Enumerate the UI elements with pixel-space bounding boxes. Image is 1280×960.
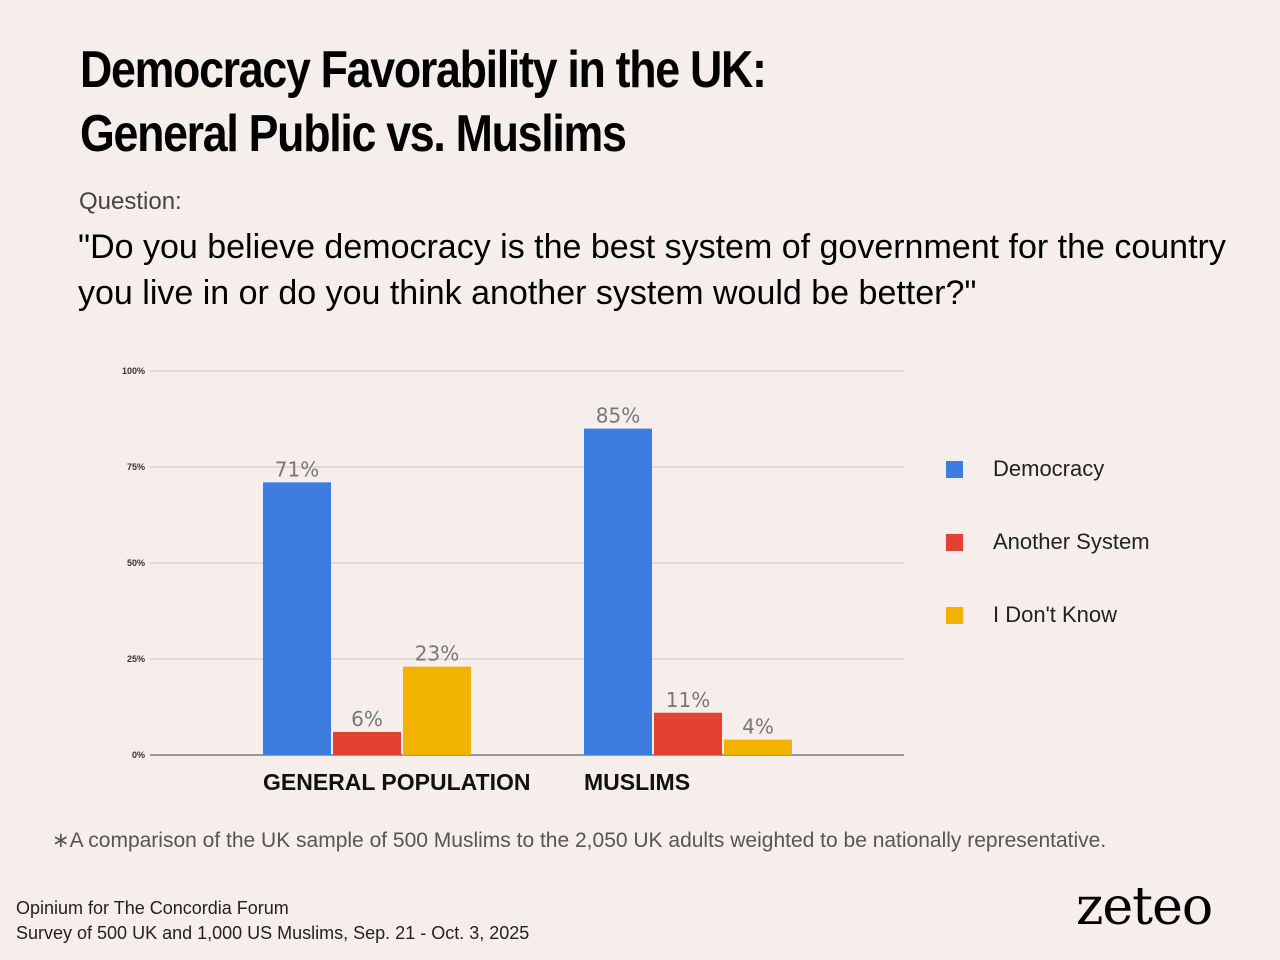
data-label: 6%: [351, 707, 383, 731]
question-text: "Do you believe democracy is the best sy…: [78, 228, 1226, 312]
x-category-label: MUSLIMS: [584, 769, 690, 795]
y-tick-label: 75%: [127, 462, 145, 472]
chart-legend: Democracy Another System I Don't Know: [946, 452, 1150, 671]
legend-item: Democracy: [946, 452, 1150, 525]
y-tick-label: 0%: [132, 750, 145, 760]
title-line-1: Democracy Favorability in the UK:: [80, 41, 767, 99]
source-line-2: Survey of 500 UK and 1,000 US Muslims, S…: [16, 923, 530, 943]
source-credit: Opinium for The Concordia Forum Survey o…: [16, 896, 529, 946]
legend-item: Another System: [946, 525, 1150, 598]
bar-another-system-general-population: [333, 731, 401, 755]
data-label: 4%: [742, 715, 774, 739]
data-label: 23%: [415, 642, 459, 666]
bar-another-system-muslims: [654, 712, 722, 755]
y-tick-label: 25%: [127, 654, 145, 664]
legend-swatch: [946, 607, 963, 624]
bar-i-don-t-know-general-population: [403, 666, 471, 755]
legend-swatch: [946, 461, 963, 478]
bar-democracy-general-population: [263, 482, 331, 755]
legend-label: I Don't Know: [993, 602, 1118, 627]
question-label: Question:: [79, 188, 182, 215]
data-label: 11%: [666, 688, 710, 712]
legend-item: I Don't Know: [946, 598, 1150, 671]
legend-label: Another System: [993, 529, 1150, 554]
bar-democracy-muslims: [584, 428, 652, 755]
zeteo-logo: zeteo: [1076, 877, 1213, 937]
y-tick-label: 100%: [122, 366, 145, 376]
legend-label: Democracy: [993, 456, 1105, 481]
y-tick-label: 50%: [127, 558, 145, 568]
data-label: 71%: [275, 457, 319, 481]
chart-title: Democracy Favorability in the UK: Genera…: [80, 38, 767, 166]
source-line-1: Opinium for The Concordia Forum: [16, 898, 289, 918]
footnote: ∗A comparison of the UK sample of 500 Mu…: [52, 829, 1107, 852]
data-label: 85%: [596, 404, 640, 428]
bar-i-don-t-know-muslims: [724, 739, 792, 755]
x-category-label: GENERAL POPULATION: [263, 769, 531, 795]
legend-swatch: [946, 534, 963, 551]
title-line-2: General Public vs. Muslims: [80, 105, 627, 163]
